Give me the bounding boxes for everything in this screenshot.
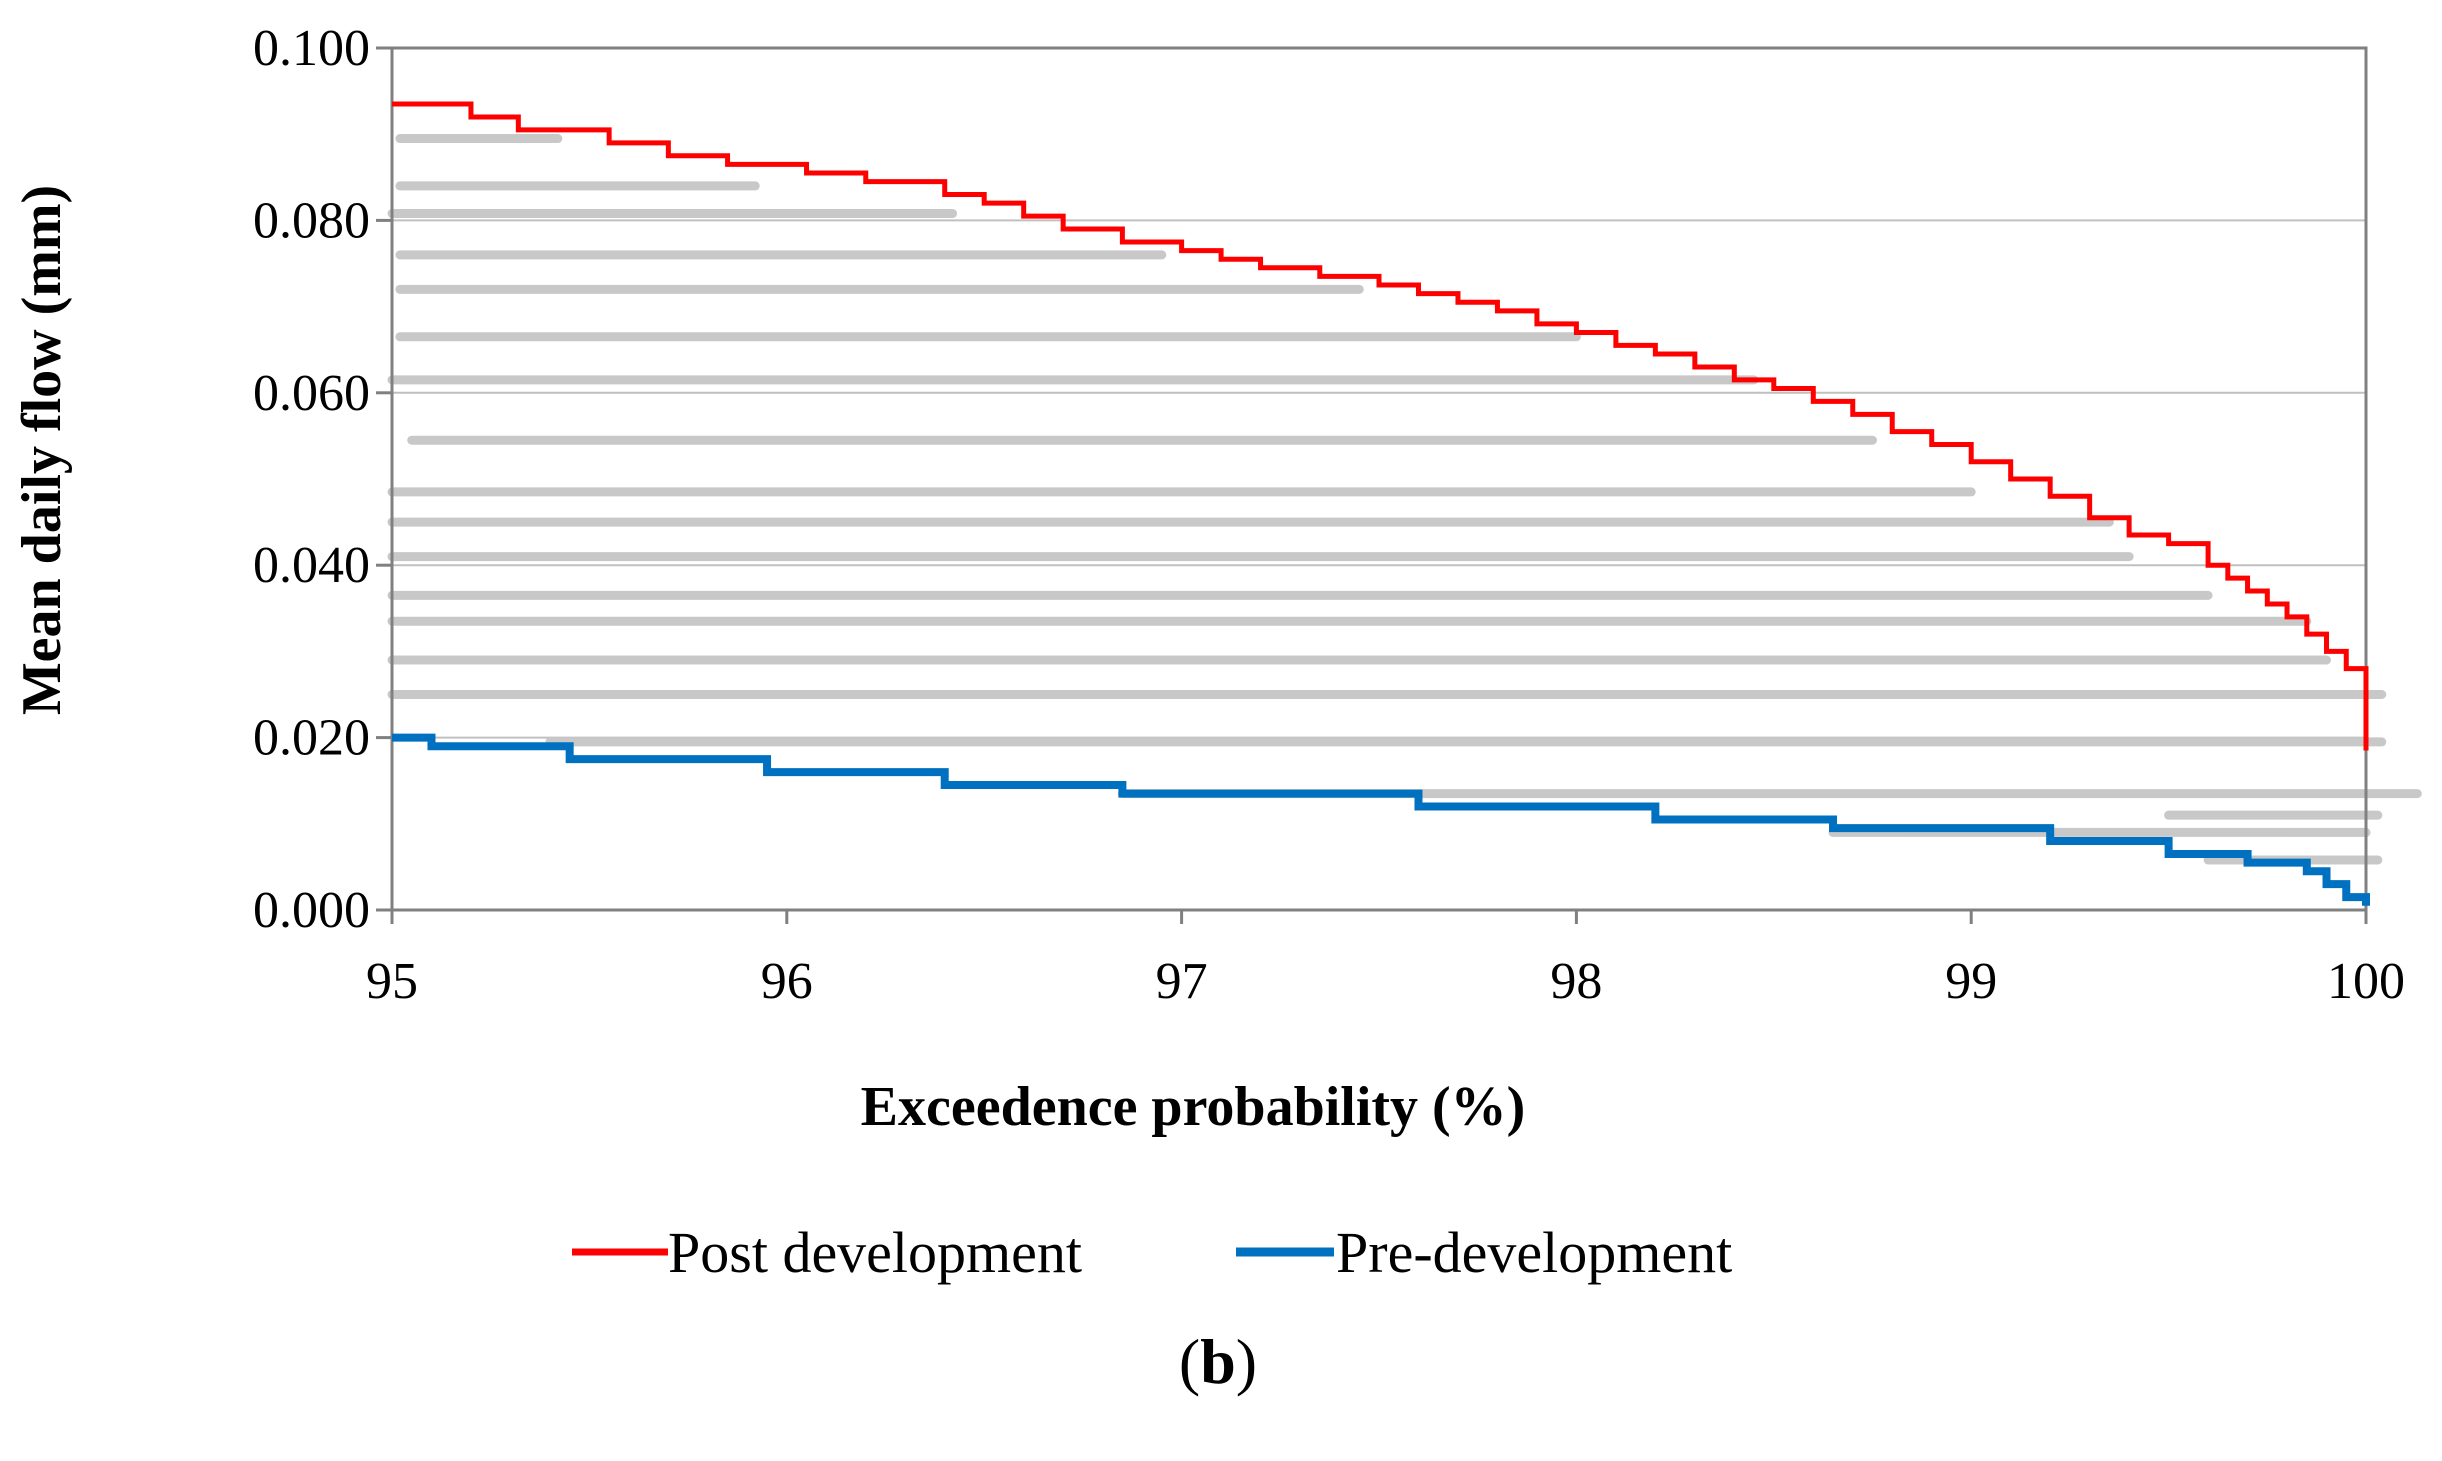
y-axis-title: Mean daily flow (mm) — [11, 185, 73, 715]
y-tick-label-4: 0.080 — [253, 192, 370, 249]
legend-label-pre-development: Pre-development — [1336, 1220, 1732, 1285]
y-tick-label-0: 0.000 — [253, 882, 370, 939]
axes: 0.000 0.020 0.040 0.060 0.080 0.100 95 96 97 98 99… — [253, 20, 2405, 1010]
panel-label-letter: b — [1200, 1326, 1236, 1397]
panel-label: (b) — [1179, 1326, 1257, 1397]
series-line-pre-development — [392, 733, 2370, 906]
x-tick-label-0: 95 — [366, 953, 418, 1010]
series-line-post-development — [392, 101, 2369, 751]
legend: Post development Pre-development — [572, 1220, 1732, 1285]
x-tick-label-4: 99 — [1945, 953, 1997, 1010]
y-tick-label-1: 0.020 — [253, 710, 370, 767]
background-scanlines — [387, 134, 2422, 865]
legend-label-post-development: Post development — [668, 1220, 1082, 1285]
x-tick-label-1: 96 — [761, 953, 813, 1010]
y-tick-label-3: 0.060 — [253, 365, 370, 422]
x-tick-label-3: 98 — [1550, 953, 1602, 1010]
plot-border — [390, 46, 2368, 912]
y-tick-label-2: 0.040 — [253, 537, 370, 594]
series-group — [392, 101, 2370, 906]
x-tick-label-2: 97 — [1156, 953, 1208, 1010]
plot-area — [392, 48, 2366, 910]
x-axis-title: Exceedence probability (%) — [861, 1076, 1526, 1138]
x-tick-label-5: 100 — [2327, 953, 2405, 1010]
y-tick-label-5: 0.100 — [253, 20, 370, 77]
